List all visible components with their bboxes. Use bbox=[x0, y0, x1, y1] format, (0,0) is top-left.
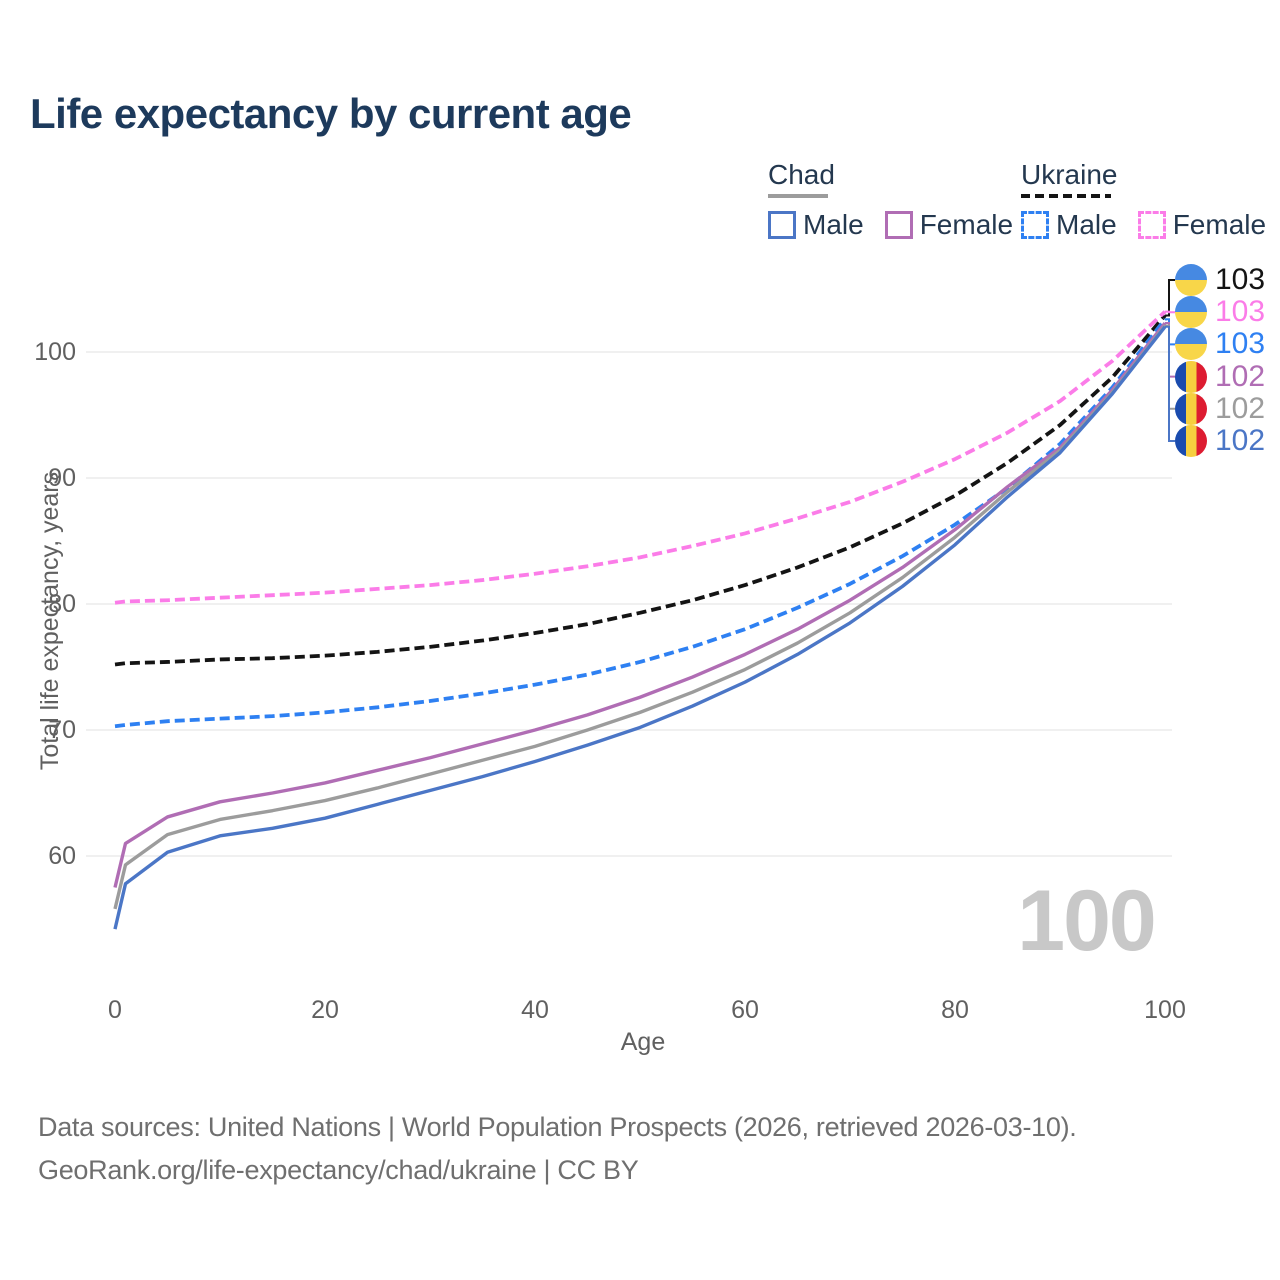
y-tick-60: 60 bbox=[48, 842, 76, 870]
legend-group-chad: Chad Male Female bbox=[768, 161, 1034, 241]
data-sources-footer: Data sources: United Nations | World Pop… bbox=[38, 1106, 1077, 1192]
end-value: 103 bbox=[1215, 263, 1266, 296]
end-label-chad-female: 102 bbox=[1175, 359, 1266, 393]
end-value: 103 bbox=[1215, 295, 1266, 329]
x-tick-100: 100 bbox=[1144, 996, 1186, 1024]
ukraine-flag-icon bbox=[1175, 264, 1207, 296]
ukraine-flag-icon bbox=[1175, 296, 1207, 329]
footer-attribution: GeoRank.org/life-expectancy/chad/ukraine… bbox=[38, 1155, 639, 1185]
legend-label-ukraine-male[interactable]: Male bbox=[1056, 209, 1117, 240]
x-axis-title: Age bbox=[620, 1028, 666, 1056]
end-label-ukraine-male: 103 bbox=[1175, 327, 1266, 361]
chad-female-swatch-icon[interactable] bbox=[884, 211, 913, 239]
chad-flag-icon bbox=[1175, 425, 1207, 457]
age-watermark: 100 bbox=[1017, 873, 1157, 969]
legend-items-chad: Male Female bbox=[768, 209, 1034, 241]
ukraine-line-style-sample bbox=[1021, 194, 1111, 198]
ukraine-male-swatch-icon[interactable] bbox=[1021, 211, 1049, 239]
end-value: 103 bbox=[1215, 327, 1266, 361]
page-title: Life expectancy by current age bbox=[30, 90, 632, 137]
legend-country-ukraine: Ukraine bbox=[1021, 159, 1118, 190]
end-value: 102 bbox=[1215, 359, 1266, 393]
y-tick-90: 90 bbox=[48, 464, 76, 492]
ukraine-flag-icon bbox=[1175, 328, 1207, 361]
end-label-chad-male: 102 bbox=[1175, 425, 1265, 457]
x-tick-80: 80 bbox=[941, 996, 969, 1024]
y-tick-80: 80 bbox=[48, 590, 76, 618]
chad-line-style-sample bbox=[768, 194, 828, 198]
legend-country-chad: Chad bbox=[768, 159, 835, 190]
chad-male-swatch-icon[interactable] bbox=[768, 211, 796, 239]
legend-group-ukraine: Ukraine Male Female bbox=[1021, 161, 1280, 241]
end-label-ukraine-total: 103 bbox=[1175, 264, 1265, 296]
x-tick-20: 20 bbox=[311, 996, 339, 1024]
chad-flag-icon bbox=[1175, 392, 1207, 425]
y-tick-70: 70 bbox=[48, 716, 76, 744]
x-tick-0: 0 bbox=[108, 996, 122, 1024]
y-tick-100: 100 bbox=[34, 338, 76, 366]
x-tick-60: 60 bbox=[731, 996, 759, 1024]
legend-items-ukraine: Male Female bbox=[1021, 209, 1280, 241]
ukraine-female-swatch-icon[interactable] bbox=[1137, 211, 1166, 239]
footer-sources: Data sources: United Nations | World Pop… bbox=[38, 1112, 1077, 1142]
chad-flag-icon bbox=[1175, 360, 1207, 393]
legend-label-ukraine-female[interactable]: Female bbox=[1172, 209, 1267, 240]
end-value: 102 bbox=[1215, 391, 1266, 425]
legend-label-chad-female[interactable]: Female bbox=[919, 209, 1014, 240]
end-value: 102 bbox=[1215, 424, 1266, 457]
legend-label-chad-male[interactable]: Male bbox=[803, 209, 864, 240]
end-label-chad-total: 102 bbox=[1175, 391, 1266, 425]
x-tick-40: 40 bbox=[521, 996, 549, 1024]
end-label-ukraine-female: 103 bbox=[1175, 295, 1266, 329]
